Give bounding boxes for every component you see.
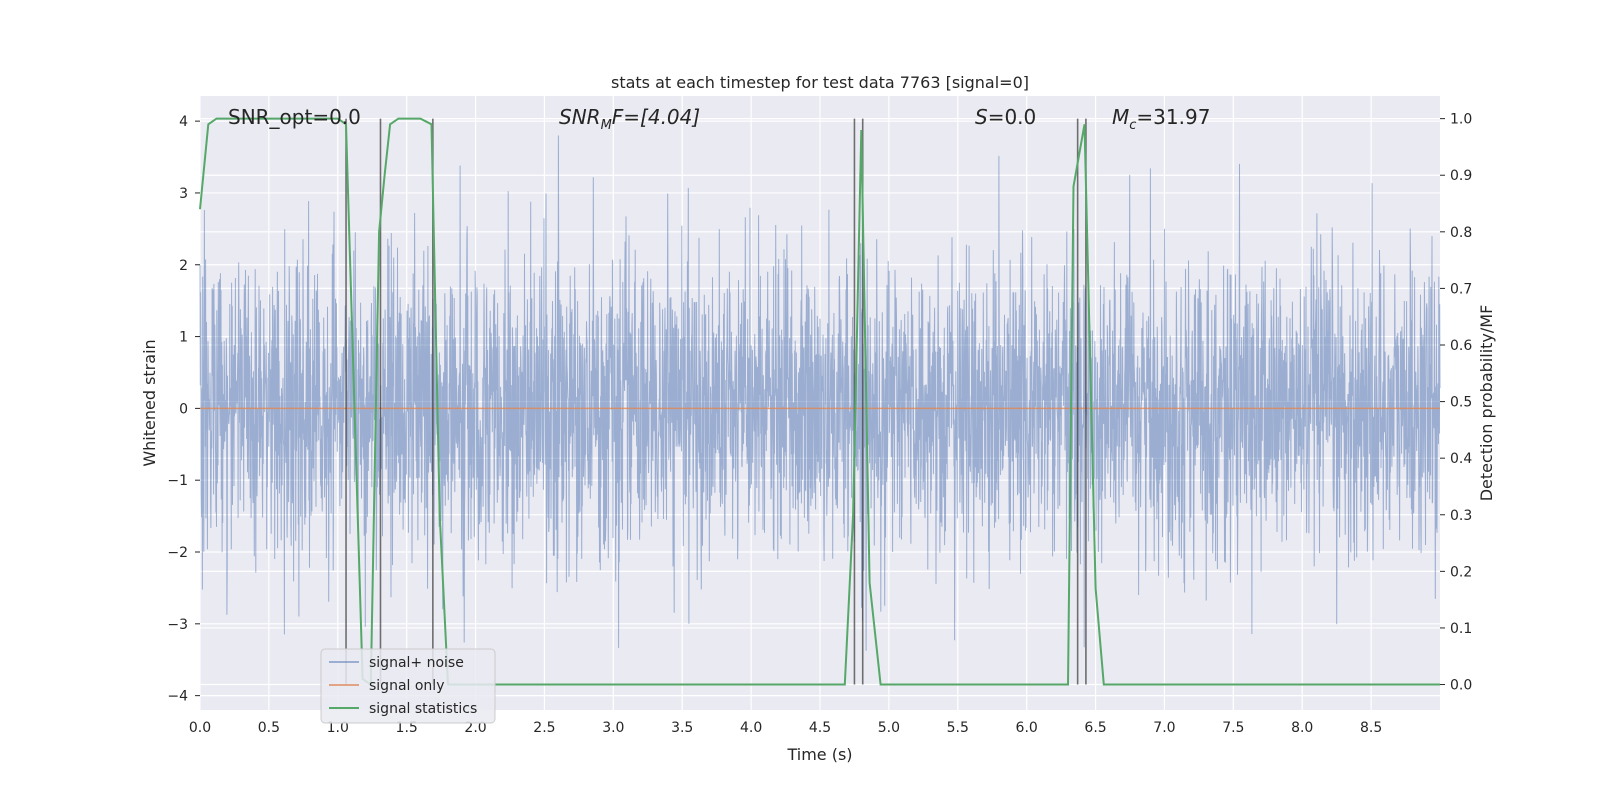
- y-tick-label: 4: [179, 114, 188, 130]
- y-tick-label: 1: [179, 330, 188, 346]
- x-tick-label: 6.0: [1016, 720, 1038, 736]
- y-right-tick-label: 0.6: [1450, 338, 1472, 354]
- y-right-tick-label: 0.2: [1450, 564, 1472, 580]
- x-tick-label: 4.5: [809, 720, 831, 736]
- y-tick-label: 2: [179, 258, 188, 274]
- y-tick-label: −3: [167, 617, 188, 633]
- annotation-s-label: S: [975, 105, 988, 129]
- annotation-snr-opt: SNR_opt=0.0: [228, 105, 361, 129]
- annotation-snr-mf-rest: F=[4.04]: [612, 105, 700, 129]
- y-right-tick-label: 0.1: [1450, 621, 1472, 637]
- x-tick-label: 4.0: [740, 720, 762, 736]
- y-axis-right-label: Detection probability/MF: [1477, 305, 1496, 502]
- y-right-tick-label: 0.5: [1450, 395, 1472, 411]
- x-tick-label: 0.0: [189, 720, 211, 736]
- series-signal-noise: [199, 135, 1441, 651]
- annotation-mc: Mc=31.97: [1112, 105, 1210, 133]
- x-tick-label: 7.0: [1153, 720, 1175, 736]
- x-tick-label: 2.0: [464, 720, 486, 736]
- y-right-tick-label: 0.7: [1450, 281, 1472, 297]
- x-tick-label: 5.5: [947, 720, 969, 736]
- annotation-s-value: =0.0: [988, 105, 1037, 129]
- y-tick-label: −1: [167, 473, 188, 489]
- y-tick-label: 3: [179, 186, 188, 202]
- annotation-s: S=0.0: [975, 105, 1036, 129]
- tick-layer: 0.0 0.5 1.0 1.5 2.0 2.5 3.0 3.5 4.0 4.5 5.0 5.5 6.0 6…: [167, 112, 1472, 736]
- y-right-tick-label: 0.3: [1450, 508, 1472, 524]
- y-tick-label: −2: [167, 545, 188, 561]
- y-axis-label: Whitened strain: [140, 339, 159, 466]
- legend: signal+ noise signal only signal statist…: [320, 648, 496, 724]
- x-tick-label: 1.0: [327, 720, 349, 736]
- x-tick-label: 8.5: [1360, 720, 1382, 736]
- annotation-snr-mf-main: SNR: [559, 105, 601, 129]
- noise-trace: [199, 135, 1441, 651]
- plot-area: [199, 96, 1441, 710]
- chart-title: stats at each timestep for test data 776…: [611, 73, 1029, 92]
- x-tick-label: 1.5: [396, 720, 418, 736]
- y-right-tick-label: 0.0: [1450, 678, 1472, 694]
- x-axis-label: Time (s): [786, 745, 852, 764]
- legend-box: [320, 648, 496, 724]
- annotation-snr-mf-sub: M: [601, 118, 612, 133]
- legend-label-signal-noise: signal+ noise: [369, 655, 464, 671]
- x-tick-label: 6.5: [1084, 720, 1106, 736]
- y-tick-label: 0: [179, 401, 188, 417]
- y-right-tick-label: 0.8: [1450, 225, 1472, 241]
- x-tick-label: 8.0: [1291, 720, 1313, 736]
- y-right-tick-label: 0.4: [1450, 451, 1472, 467]
- x-tick-label: 2.5: [533, 720, 555, 736]
- y-right-tick-label: 1.0: [1450, 112, 1472, 128]
- signal-statistics-line: [199, 117, 1440, 687]
- y-tick-label: −4: [167, 689, 188, 705]
- y-right-tick-label: 0.9: [1450, 168, 1472, 184]
- x-tick-label: 0.5: [258, 720, 280, 736]
- annotation-mc-value: =31.97: [1136, 105, 1210, 129]
- x-tick-label: 3.5: [671, 720, 693, 736]
- annotation-snr-mf: SNRMF=[4.04]: [559, 105, 700, 133]
- annotation-mc-main: M: [1112, 105, 1129, 129]
- x-tick-label: 7.5: [1222, 720, 1244, 736]
- x-tick-label: 5.0: [878, 720, 900, 736]
- x-tick-label: 3.0: [602, 720, 624, 736]
- legend-label-signal-only: signal only: [369, 678, 444, 694]
- series-signal-statistics: [199, 117, 1440, 687]
- legend-label-signal-statistics: signal statistics: [369, 701, 477, 717]
- annotation-mc-sub: c: [1129, 118, 1136, 133]
